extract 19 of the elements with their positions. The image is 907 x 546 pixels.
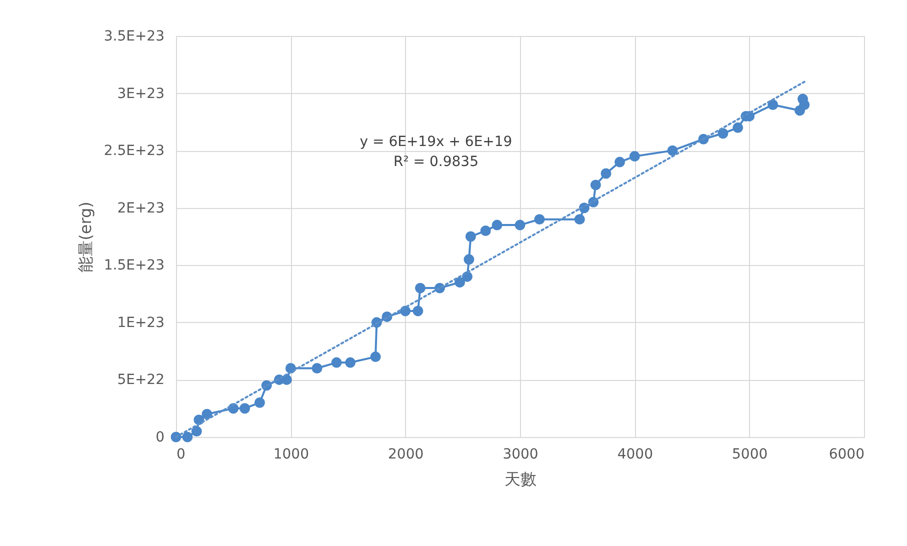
annotation: y = 6E+19x + 6E+19 [360,134,512,150]
y-tick-label: 3E+23 [117,86,164,102]
y-tick-label: 3.5E+23 [104,28,164,44]
annotation: R² = 0.9835 [394,154,478,170]
y-tick-label: 2E+23 [117,200,164,216]
x-tick-label: 0 [176,446,186,462]
x-tick-label: 5000 [732,446,768,462]
y-tick-label: 2.5E+23 [104,143,164,160]
y-tick-label: 5E+22 [117,372,164,388]
y-tick-label: 0 [156,430,164,446]
x-axis-title: 天數 [504,470,536,488]
y-axis-title: 能量(erg) [76,202,95,272]
x-tick-label: 3000 [502,446,538,462]
y-tick-label: 1E+23 [117,314,164,331]
x-tick-label: 4000 [617,446,653,462]
x-tick-label: 1000 [273,446,309,462]
x-tick-label: 6000 [828,446,864,462]
y-tick-label: 1.5E+23 [104,258,164,274]
x-tick-label: 2000 [388,446,424,462]
